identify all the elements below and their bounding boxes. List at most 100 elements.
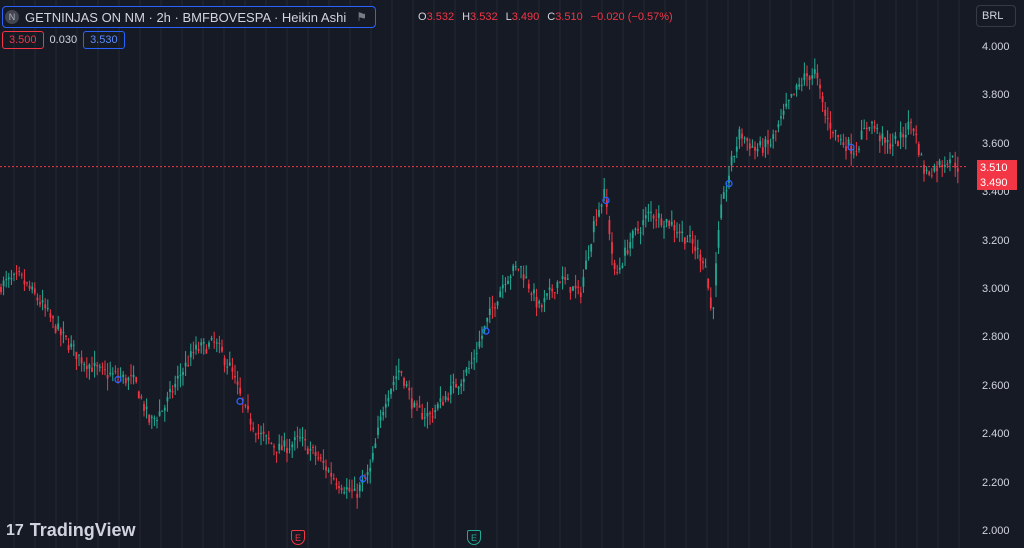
candle-body — [358, 484, 361, 492]
earnings-marker[interactable]: E — [467, 530, 481, 545]
currency-selector[interactable]: BRL — [976, 5, 1016, 27]
candle-body — [938, 160, 941, 166]
ask-button[interactable]: 3.530 — [83, 31, 125, 49]
candle-body — [499, 291, 502, 298]
candle-body — [540, 305, 543, 308]
candle-body — [36, 297, 39, 301]
candle-body — [39, 302, 41, 305]
candle-body — [598, 210, 600, 217]
candle-body — [80, 357, 83, 364]
candle-body — [262, 431, 265, 434]
candle-body — [655, 219, 658, 221]
candle-body — [951, 155, 954, 157]
candle-body — [119, 376, 122, 378]
candle-body — [275, 451, 278, 453]
candle-body — [215, 342, 218, 344]
candle-body — [270, 442, 273, 444]
candle-body — [390, 388, 392, 395]
candle-body — [631, 230, 634, 239]
candle-body — [928, 171, 931, 175]
candle-body — [153, 418, 156, 420]
candle-body — [486, 317, 489, 322]
candle-body — [868, 127, 871, 129]
candle-body — [96, 364, 99, 367]
candle-body — [821, 96, 824, 103]
candle-body — [187, 365, 190, 367]
candle-body — [587, 257, 590, 259]
candle-body — [637, 228, 639, 231]
candle-body — [811, 75, 814, 79]
candle-body — [670, 221, 673, 225]
candle-body — [806, 73, 808, 77]
candle-body — [70, 343, 73, 347]
candle-body — [813, 69, 816, 74]
candle-body — [421, 412, 424, 419]
candle-body — [340, 487, 343, 491]
candle-body — [754, 146, 756, 151]
y-tick-label: 3.200 — [982, 234, 1010, 247]
candle-body — [871, 121, 873, 124]
candle-body — [767, 139, 769, 144]
candle-body — [808, 76, 811, 80]
candle-body — [481, 335, 483, 339]
tradingview-logo[interactable]: 17 TradingView — [6, 520, 136, 541]
candle-body — [527, 283, 530, 289]
candle-body — [426, 413, 429, 417]
y-tick-label: 3.800 — [982, 89, 1010, 102]
candle-body — [397, 370, 400, 373]
candle-body — [257, 432, 260, 434]
candle-body — [150, 416, 153, 418]
y-tick-label: 2.600 — [982, 379, 1010, 392]
candle-body — [400, 371, 403, 373]
candle-body — [907, 121, 910, 130]
candle-body — [62, 332, 65, 334]
candle-body — [174, 383, 177, 388]
candle-body — [772, 134, 775, 139]
candle-body — [936, 167, 938, 172]
flag-icon[interactable]: ⚑ — [356, 10, 367, 24]
candle-body — [309, 448, 312, 451]
symbol-header[interactable]: N GETNINJAS ON NM · 2h · BMFBOVESPA · He… — [2, 6, 376, 28]
candle-body — [559, 282, 561, 284]
candle-body — [249, 418, 252, 425]
signal-marker — [847, 143, 855, 151]
candle-body — [236, 381, 239, 385]
candle-body — [202, 341, 205, 344]
candle-body — [696, 248, 699, 250]
candle-body — [335, 483, 338, 485]
candle-body — [748, 143, 751, 149]
bid-button[interactable]: 3.500 — [2, 31, 44, 49]
candle-body — [663, 226, 665, 228]
candle-body — [283, 440, 286, 447]
candle-body — [829, 122, 832, 129]
candle-body — [288, 448, 291, 450]
candle-body — [213, 341, 216, 343]
candle-body — [26, 282, 28, 284]
candle-body — [517, 268, 520, 270]
candle-body — [686, 241, 689, 243]
candle-body — [491, 306, 494, 308]
candle-body — [5, 279, 8, 281]
candle-body — [455, 384, 457, 388]
candle-body — [582, 277, 585, 287]
candle-body — [143, 403, 145, 411]
candle-body — [158, 411, 161, 416]
earnings-marker[interactable]: E — [291, 530, 305, 545]
candle-body — [579, 292, 582, 297]
candle-body — [577, 286, 580, 288]
y-tick-label: 2.800 — [982, 331, 1010, 344]
candle-body — [943, 164, 946, 167]
candle-body — [722, 192, 725, 199]
candle-body — [826, 118, 829, 120]
candle-body — [322, 460, 325, 464]
candle-body — [148, 414, 151, 423]
candle-body — [18, 271, 21, 273]
candle-body — [384, 403, 387, 408]
candle-body — [639, 232, 642, 234]
candle-body — [208, 342, 210, 347]
candle-body — [845, 146, 847, 152]
candle-body — [161, 410, 164, 412]
candle-body — [156, 419, 158, 421]
candle-body — [618, 267, 621, 270]
